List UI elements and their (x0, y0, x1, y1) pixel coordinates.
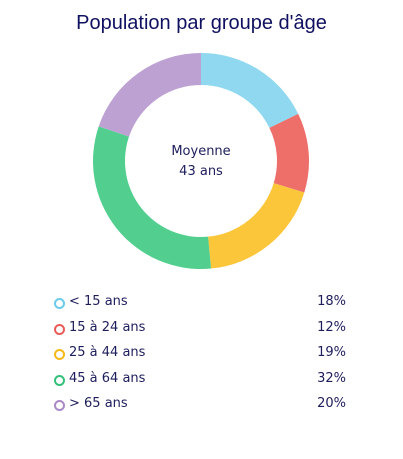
donut-chart: Moyenne 43 ans (92, 53, 309, 269)
legend-item: 45 à 64 ans 32% (54, 371, 346, 397)
legend-value: 18% (317, 294, 346, 309)
legend-marker-icon (54, 400, 65, 411)
chart-legend: < 15 ans 18% 15 à 24 ans 12% 25 à 44 ans 19% 4… (54, 294, 346, 422)
legend-marker-icon (54, 349, 65, 360)
legend-value: 20% (317, 396, 346, 411)
legend-label: 45 à 64 ans (69, 370, 146, 386)
legend-value: 19% (317, 345, 346, 360)
legend-item: > 65 ans 20% (54, 396, 346, 422)
donut-slices (92, 53, 309, 269)
donut-slice (98, 53, 201, 137)
center-label-title: Moyenne (171, 144, 230, 159)
center-label-value: 43 ans (179, 164, 223, 179)
legend-label: > 65 ans (69, 396, 128, 411)
legend-item: 25 à 44 ans 19% (54, 345, 346, 371)
legend-label: 25 à 44 ans (69, 345, 146, 360)
donut-slice (201, 53, 299, 128)
legend-marker-icon (54, 298, 65, 309)
donut-slice (269, 113, 309, 193)
legend-marker-icon (54, 323, 65, 335)
chart-title: Population par groupe d'âge (76, 12, 327, 34)
legend-item: 15 à 24 ans 12% (54, 320, 346, 346)
legend-label: 15 à 24 ans (69, 319, 146, 335)
donut-slice (92, 126, 212, 269)
donut-slice (208, 183, 305, 269)
legend-value: 12% (317, 319, 346, 335)
legend-item: < 15 ans 18% (54, 294, 346, 320)
legend-value: 32% (317, 370, 346, 386)
legend-marker-icon (54, 374, 65, 386)
legend-label: < 15 ans (69, 294, 128, 309)
